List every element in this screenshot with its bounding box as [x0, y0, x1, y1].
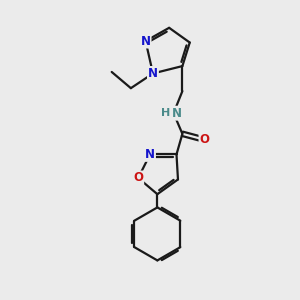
Text: O: O [200, 133, 209, 146]
Text: N: N [145, 148, 155, 161]
Text: N: N [141, 34, 151, 48]
Text: H: H [161, 108, 170, 118]
Text: N: N [172, 107, 182, 120]
Text: O: O [133, 172, 143, 184]
Text: N: N [148, 67, 158, 80]
